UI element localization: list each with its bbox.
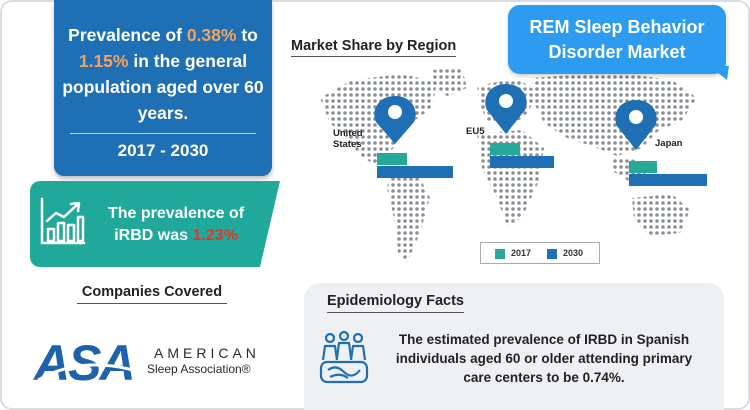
irbd-value: 1.23% <box>192 227 238 244</box>
prevalence-text: Prevalence of 0.38% to 1.15% in the gene… <box>62 25 264 123</box>
companies-heading: Companies Covered <box>77 284 227 304</box>
irbd-text: The prevalence of iRBD was 1.23% <box>107 205 245 244</box>
bar-us-2030 <box>377 166 453 178</box>
epidemiology-fact: The estimated prevalence of IRBD in Span… <box>395 332 693 385</box>
world-map <box>320 68 697 263</box>
region-label-japan: Japan <box>655 138 683 149</box>
prevalence-card: Prevalence of 0.38% to 1.15% in the gene… <box>54 0 272 176</box>
american-sleep-association-logo: ASA <box>32 335 153 391</box>
location-pin-icon-us <box>374 96 416 144</box>
growth-chart-icon <box>40 197 86 245</box>
bar-eu5-2030 <box>490 156 554 168</box>
logo-word: AMERICAN <box>154 345 260 361</box>
bar-japan-2017 <box>629 161 657 173</box>
prevalence-low-value: 0.38% <box>186 25 237 45</box>
location-pin-icon-eu5 <box>485 84 527 134</box>
epidemiology-panel <box>304 283 724 410</box>
chart-legend: 2017 2030 <box>480 242 600 264</box>
bar-eu5-2017 <box>490 143 520 155</box>
legend-label-2017: 2017 <box>511 248 532 258</box>
bar-us-2017 <box>377 153 407 165</box>
divider <box>70 133 256 134</box>
study-period: 2017 - 2030 <box>117 141 209 160</box>
prevalence-high-value: 1.15% <box>78 51 129 71</box>
bar-japan-2030 <box>629 174 707 186</box>
irbd-card: The prevalence of iRBD was 1.23% <box>30 181 280 267</box>
legend-swatch-2030 <box>547 249 557 259</box>
market-share-heading: Market Share by Region <box>291 38 457 57</box>
legend-label-2030: 2030 <box>563 248 584 258</box>
page-title: REM Sleep Behavior Disorder Market <box>529 17 705 62</box>
population-icon <box>319 330 369 384</box>
location-pin-icon-japan <box>615 100 657 150</box>
asa-letters: ASA <box>32 335 134 391</box>
region-label-us: United States <box>333 128 363 150</box>
region-label-eu5: EU5 <box>466 126 485 137</box>
title-bubble: REM Sleep Behavior Disorder Market <box>508 5 726 74</box>
logo-subtitle: Sleep Association® <box>147 362 251 376</box>
legend-swatch-2017 <box>495 249 505 259</box>
epidemiology-heading: Epidemiology Facts <box>327 293 464 313</box>
